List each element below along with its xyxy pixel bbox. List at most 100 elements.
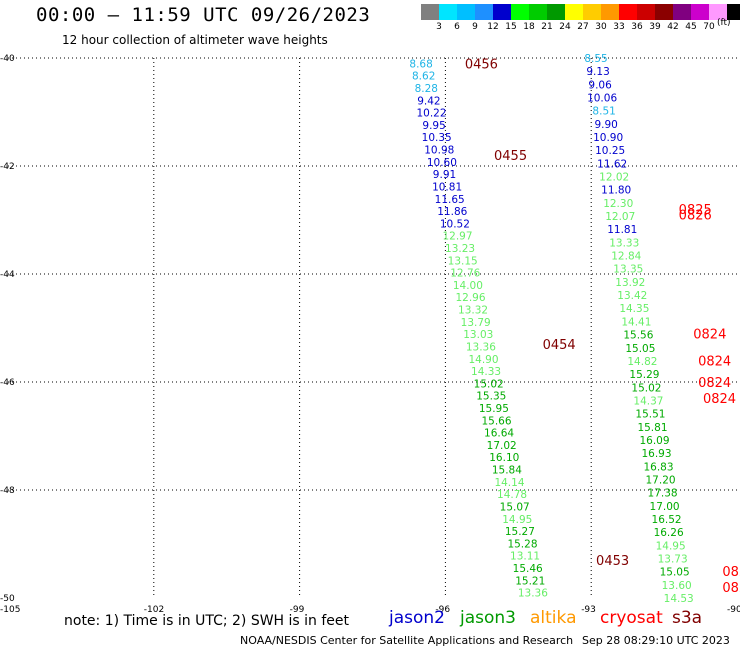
swh-value-track-east: 11.62 — [597, 158, 627, 170]
lat-tick-label: -48 — [0, 486, 15, 496]
swh-value-track-east: 13.42 — [617, 290, 647, 302]
swh-value-track-west: 16.10 — [489, 452, 519, 464]
swh-value-track-west: 14.00 — [453, 280, 483, 292]
swh-value-track-east: 8.51 — [592, 106, 615, 118]
legend-cryosat: cryosat — [600, 608, 663, 628]
colorbar-label: 15 — [505, 22, 517, 32]
swh-value-track-east: 16.52 — [652, 514, 682, 526]
swh-value-track-east: 12.02 — [599, 172, 629, 184]
lon-tick-label: -96 — [435, 605, 450, 615]
swh-value-track-east: 10.06 — [587, 93, 617, 105]
swh-value-track-west: 10.52 — [440, 218, 470, 230]
swh-value-track-west: 11.65 — [435, 194, 465, 206]
units-note: note: 1) Time is in UTC; 2) SWH is in fe… — [64, 613, 350, 629]
swh-value-track-west: 13.32 — [458, 305, 488, 317]
swh-value-track-east: 14.37 — [633, 395, 663, 407]
colorbar-swatch — [457, 4, 475, 20]
swh-value-track-east: 14.35 — [619, 303, 649, 315]
colorbar-swatch — [475, 4, 493, 20]
swh-value-track-east: 15.05 — [660, 567, 690, 579]
swh-value-track-west: 15.02 — [474, 378, 504, 390]
colorbar-swatch — [709, 4, 727, 20]
swh-value-track-east: 13.35 — [613, 264, 643, 276]
colorbar-swatch — [655, 4, 673, 20]
swh-value-track-east: 9.13 — [586, 66, 609, 78]
swh-value-track-east: 10.25 — [595, 145, 625, 157]
swh-value-track-west: 13.15 — [448, 255, 478, 267]
colorbar-label: 42 — [667, 22, 679, 32]
swh-value-track-west: 9.42 — [417, 95, 440, 107]
colorbar-label: 18 — [523, 22, 535, 32]
swh-value-track-east: 10.90 — [593, 132, 623, 144]
swh-value-track-west: 10.35 — [422, 132, 452, 144]
swh-value-track-west: 14.14 — [494, 477, 524, 489]
swh-value-track-west: 14.95 — [502, 514, 532, 526]
swh-value-track-east: 11.80 — [601, 185, 631, 197]
swh-value-track-west: 12.76 — [450, 268, 480, 280]
swh-value-track-east: 15.29 — [629, 369, 659, 381]
swh-value-track-west: 9.91 — [433, 169, 456, 181]
swh-value-track-east: 16.93 — [641, 448, 671, 460]
swh-value-track-east: 14.82 — [627, 356, 657, 368]
swh-value-track-west: 13.23 — [445, 243, 475, 255]
lon-tick-label: -93 — [581, 605, 596, 615]
colorbar-swatch — [583, 4, 601, 20]
swh-value-track-east: 13.92 — [615, 277, 645, 289]
colorbar-label: 24 — [559, 22, 571, 32]
swh-value-track-east: 12.07 — [605, 211, 635, 223]
lat-tick-label: -50 — [0, 594, 15, 604]
time-label: 0455 — [494, 149, 527, 164]
swh-value-track-west: 13.79 — [461, 317, 491, 329]
footer-timestamp: Sep 28 08:29:10 UTC 2023 — [582, 634, 730, 647]
swh-value-track-west: 15.35 — [476, 391, 506, 403]
swh-value-track-west: 14.90 — [468, 354, 498, 366]
swh-value-track-west: 16.64 — [484, 428, 514, 440]
colorbar-swatch — [673, 4, 691, 20]
chart-title: 00:00 – 11:59 UTC 09/26/2023 — [36, 4, 371, 26]
colorbar-swatch — [637, 4, 655, 20]
swh-value-track-east: 12.84 — [611, 251, 641, 263]
swh-value-track-east: 14.95 — [656, 540, 686, 552]
colorbar-label: 33 — [613, 22, 625, 32]
swh-value-track-east: 15.51 — [635, 409, 665, 421]
swh-value-track-west: 10.22 — [416, 108, 446, 120]
swh-value-track-west: 15.95 — [479, 403, 509, 415]
swh-value-track-west: 14.33 — [471, 366, 501, 378]
swh-value-track-east: 17.20 — [646, 474, 676, 486]
swh-value-track-east: 13.73 — [658, 553, 688, 565]
colorbar-label: 21 — [541, 22, 553, 32]
time-label: 0456 — [465, 57, 498, 72]
swh-value-track-west: 12.97 — [442, 231, 472, 243]
colorbar-label: 9 — [472, 22, 478, 32]
colorbar-label: 3 — [436, 22, 442, 32]
colorbar-label: 6 — [454, 22, 460, 32]
colorbar-label: 70 — [703, 22, 715, 32]
lat-tick-label: -42 — [0, 162, 15, 172]
swh-value-track-west: 15.28 — [507, 538, 537, 550]
lon-tick-label: -102 — [144, 605, 164, 615]
time-label: 0823 — [722, 565, 740, 580]
swh-value-track-east: 9.06 — [588, 79, 612, 91]
colorbar-label: 39 — [649, 22, 661, 32]
colorbar-swatch — [439, 4, 457, 20]
colorbar-unit: (ft) — [717, 18, 731, 28]
legend-jason2: jason2 — [389, 608, 445, 628]
swh-value-track-east: 17.38 — [648, 488, 678, 500]
colorbar-swatch — [529, 4, 547, 20]
colorbar-swatch — [565, 4, 583, 20]
swh-value-track-west: 8.62 — [412, 71, 435, 83]
swh-value-track-east: 15.02 — [631, 382, 661, 394]
swh-value-track-east: 15.05 — [625, 343, 655, 355]
colorbar-label: 30 — [595, 22, 607, 32]
lat-tick-label: -44 — [0, 270, 15, 280]
colorbar-swatch — [493, 4, 511, 20]
swh-value-track-west: 12.96 — [455, 292, 485, 304]
lon-tick-label: -99 — [290, 605, 305, 615]
swh-value-track-east: 14.41 — [621, 316, 651, 328]
chart-subtitle: 12 hour collection of altimeter wave hei… — [62, 33, 328, 47]
swh-value-track-east: 15.81 — [637, 422, 667, 434]
time-label: 0826 — [679, 209, 712, 224]
time-label: 0824 — [693, 327, 726, 342]
lat-tick-label: -46 — [0, 378, 15, 388]
